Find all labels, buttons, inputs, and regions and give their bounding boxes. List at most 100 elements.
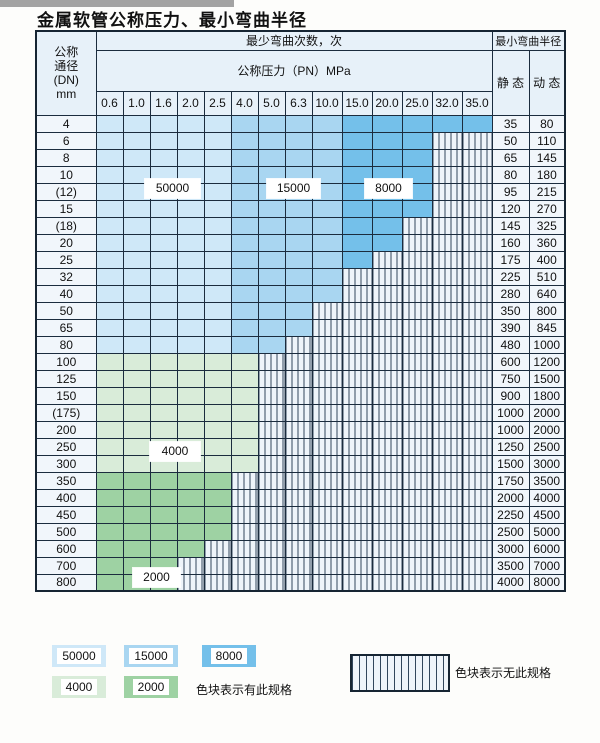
spec-available-cell [203, 488, 232, 507]
spec-unavailable-cell [461, 488, 493, 507]
spec-unavailable-cell [461, 386, 493, 405]
spec-available-cell [122, 318, 151, 337]
spec-unavailable-cell [401, 420, 433, 439]
spec-available-cell [203, 471, 232, 490]
spec-unavailable-cell [257, 454, 286, 473]
dn-cell: (12) [35, 182, 97, 201]
table-row-dn-65: 65 390 845 [35, 318, 566, 337]
table-row-dn-600: 600 3000 6000 [35, 539, 566, 558]
pressure-col-header-1.0: 1.0 [122, 90, 151, 116]
spec-unavailable-cell [341, 471, 373, 490]
spec-available-cell [122, 539, 151, 558]
spec-available-cell [176, 403, 205, 422]
spec-available-cell [284, 199, 313, 218]
spec-available-cell [149, 505, 178, 524]
spec-available-cell [149, 233, 178, 252]
spec-unavailable-cell [431, 165, 463, 184]
spec-available-cell [122, 148, 151, 167]
spec-available-cell [341, 165, 373, 184]
spec-unavailable-cell [257, 369, 286, 388]
table-row-dn-350: 350 1750 3500 [35, 471, 566, 490]
spec-available-cell [257, 250, 286, 269]
spec-unavailable-cell [257, 539, 286, 558]
spec-unavailable-cell [371, 556, 403, 575]
spec-available-cell [230, 352, 259, 371]
table-row-dn-25: 25 175 400 [35, 250, 566, 269]
spec-available-cell [95, 403, 124, 422]
spec-unavailable-cell [341, 488, 373, 507]
dn-cell: 600 [35, 539, 97, 558]
dn-header-line: mm [56, 87, 77, 102]
spec-unavailable-cell [371, 420, 403, 439]
spec-available-cell [95, 233, 124, 252]
table-row-dn-500: 500 2500 5000 [35, 522, 566, 541]
spec-unavailable-cell [257, 437, 286, 456]
spec-available-cell [122, 454, 151, 473]
spec-unavailable-cell [401, 522, 433, 541]
table-row-dn-10: 10 80 180 [35, 165, 566, 184]
dynamic-radius-cell: 7000 [528, 556, 566, 575]
spec-unavailable-cell [461, 454, 493, 473]
spec-available-cell [371, 148, 403, 167]
spec-unavailable-cell [311, 369, 343, 388]
spec-unavailable-cell [461, 556, 493, 575]
spec-available-cell [149, 114, 178, 133]
spec-available-cell [95, 267, 124, 286]
spec-available-cell [149, 216, 178, 235]
spec-available-cell [230, 250, 259, 269]
spec-available-cell [284, 284, 313, 303]
spec-table-wrap: 公称 通径 (DN) mm 最少弯曲次数，次 最小弯曲半径 公称压力（PN）MP… [35, 30, 566, 592]
spec-available-cell [122, 437, 151, 456]
spec-unavailable-cell [461, 318, 493, 337]
spec-unavailable-cell [341, 284, 373, 303]
legend: 50000 15000 8000 4000 2000 色块表示有此规格 色块表示无此规格 [0, 643, 600, 738]
spec-unavailable-cell [230, 539, 259, 558]
spec-available-cell [341, 131, 373, 150]
spec-available-cell [230, 335, 259, 354]
band-label-2000: 2000 [133, 568, 180, 587]
spec-unavailable-cell [284, 505, 313, 524]
pressure-col-header-15.0: 15.0 [341, 90, 373, 116]
dn-cell: 200 [35, 420, 97, 439]
spec-available-cell [149, 420, 178, 439]
spec-available-cell [176, 335, 205, 354]
spec-unavailable-cell [371, 250, 403, 269]
spec-unavailable-cell [284, 471, 313, 490]
spec-unavailable-cell [230, 573, 259, 592]
spec-available-cell [149, 267, 178, 286]
dn-cell: 700 [35, 556, 97, 575]
spec-unavailable-cell [341, 403, 373, 422]
spec-available-cell [122, 335, 151, 354]
spec-unavailable-cell [284, 539, 313, 558]
spec-unavailable-cell [461, 182, 493, 201]
spec-unavailable-cell [341, 454, 373, 473]
spec-available-cell [122, 386, 151, 405]
legend-swatch-label: 4000 [60, 679, 98, 695]
spec-available-cell [203, 284, 232, 303]
spec-available-cell [176, 522, 205, 541]
spec-available-cell [257, 131, 286, 150]
spec-available-cell [203, 250, 232, 269]
spec-unavailable-cell [431, 386, 463, 405]
dynamic-radius-cell: 400 [528, 250, 566, 269]
table-row-dn-4: 4 35 80 [35, 114, 566, 133]
spec-available-cell [257, 199, 286, 218]
spec-unavailable-cell [311, 573, 343, 592]
spec-available-cell [311, 114, 343, 133]
spec-available-cell [203, 182, 232, 201]
spec-unavailable-cell [257, 471, 286, 490]
spec-available-cell [230, 437, 259, 456]
spec-available-cell [203, 318, 232, 337]
spec-unavailable-cell [371, 369, 403, 388]
spec-available-cell [95, 199, 124, 218]
static-radius-cell: 225 [491, 267, 530, 286]
spec-unavailable-cell [284, 437, 313, 456]
legend-swatch-label: 15000 [129, 648, 173, 664]
spec-unavailable-cell [284, 522, 313, 541]
spec-unavailable-cell [431, 403, 463, 422]
spec-available-cell [257, 301, 286, 320]
dn-cell: 300 [35, 454, 97, 473]
spec-available-cell [149, 522, 178, 541]
spec-unavailable-cell [401, 471, 433, 490]
spec-available-cell [149, 539, 178, 558]
